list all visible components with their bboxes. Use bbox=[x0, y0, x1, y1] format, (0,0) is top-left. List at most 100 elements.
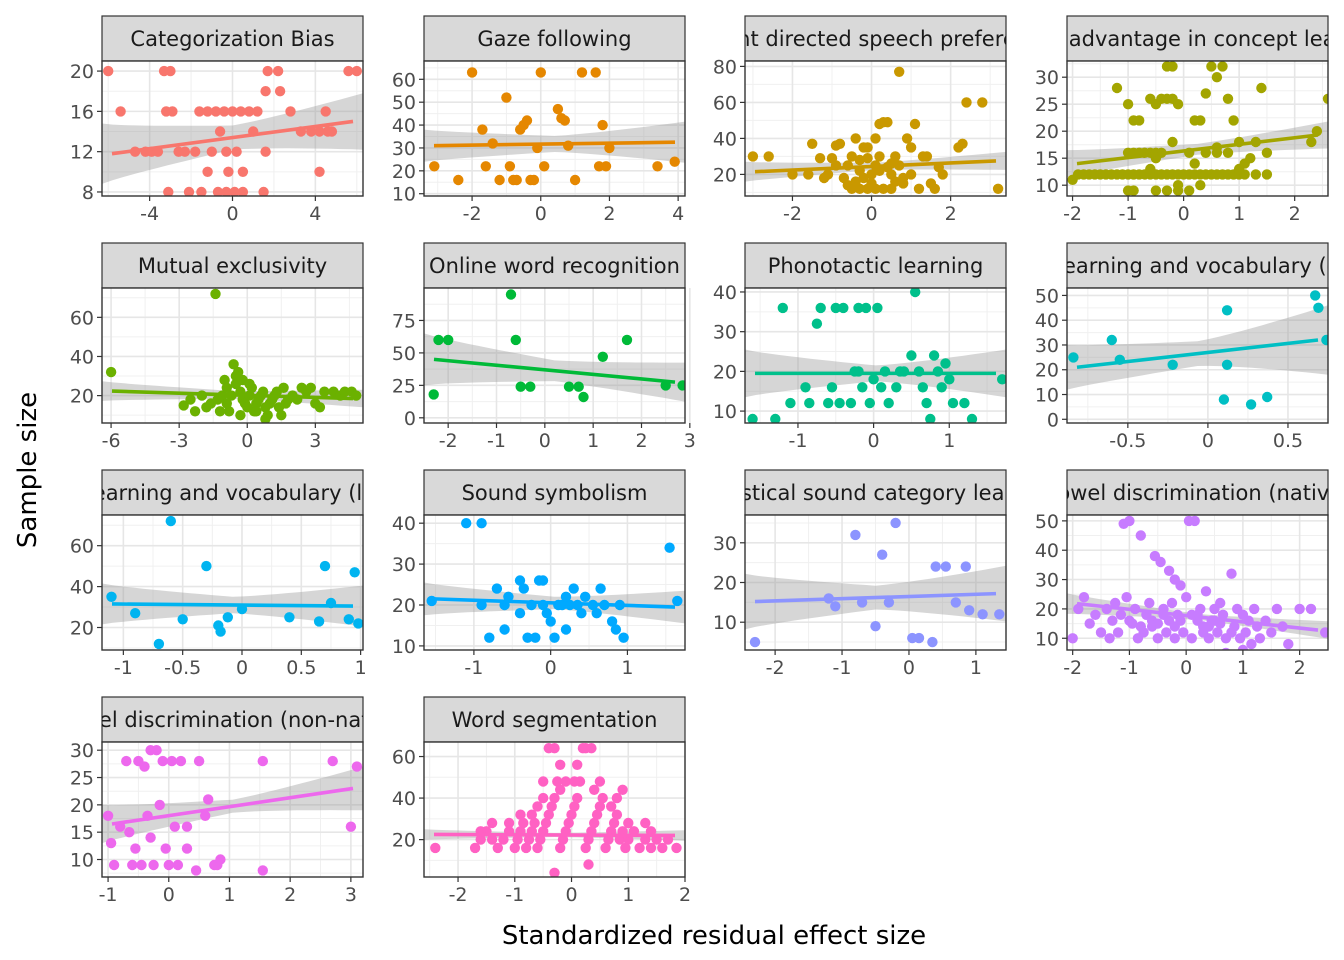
x-tick-label: 4 bbox=[672, 203, 684, 225]
facet-panel: Label advantage in concept learning -2 -1 0… bbox=[1035, 15, 1329, 225]
y-tick-label: 12 bbox=[70, 142, 94, 164]
panel-contents bbox=[745, 66, 1006, 194]
x-tick-label: 1 bbox=[1237, 657, 1249, 679]
x-tick-label: 0 bbox=[903, 657, 915, 679]
data-point bbox=[845, 397, 857, 409]
data-point bbox=[997, 374, 1006, 385]
data-point bbox=[274, 86, 286, 97]
facet-panel: Vowel discrimination (native) -2 -1 0 1 2 10 20… bbox=[1035, 469, 1329, 679]
data-point bbox=[504, 161, 516, 172]
data-point bbox=[530, 632, 541, 643]
data-point bbox=[428, 389, 439, 400]
x-tick-label: 0 bbox=[868, 430, 880, 452]
data-point bbox=[763, 151, 774, 162]
data-point bbox=[964, 605, 975, 616]
data-point bbox=[1169, 633, 1181, 644]
data-point bbox=[486, 817, 498, 829]
data-point bbox=[566, 809, 577, 820]
data-point bbox=[1226, 568, 1237, 579]
facet-panel: Infant directed speech preference -2 0 2 20 4… bbox=[713, 15, 1007, 225]
y-tick-label: 20 bbox=[1035, 360, 1059, 382]
data-point bbox=[106, 591, 117, 602]
data-point bbox=[491, 583, 503, 594]
data-point bbox=[814, 153, 826, 164]
y-tick-label: 50 bbox=[392, 343, 416, 365]
data-point bbox=[461, 518, 472, 529]
x-tick-label: -2 bbox=[1063, 657, 1082, 679]
data-point bbox=[1078, 592, 1090, 603]
data-point bbox=[1221, 647, 1231, 650]
data-point bbox=[1135, 621, 1147, 632]
facet-panel: Statistical sound category learning -2 -1 0… bbox=[713, 469, 1007, 679]
panel-background bbox=[102, 515, 363, 650]
regression-line bbox=[111, 389, 354, 401]
data-point bbox=[747, 151, 759, 162]
x-tick-label: 1 bbox=[1233, 203, 1245, 225]
data-point bbox=[1200, 88, 1212, 99]
data-point bbox=[430, 842, 441, 854]
data-point bbox=[913, 183, 925, 194]
x-tick-label: 0 bbox=[1202, 430, 1214, 452]
data-point bbox=[652, 161, 663, 172]
data-point bbox=[815, 302, 826, 314]
y-tick-label: 60 bbox=[392, 747, 416, 769]
data-point bbox=[811, 318, 823, 329]
data-point bbox=[343, 614, 354, 625]
data-point bbox=[929, 183, 940, 194]
data-point bbox=[172, 859, 184, 871]
data-point bbox=[260, 86, 271, 97]
data-point bbox=[664, 542, 675, 553]
data-point bbox=[1172, 180, 1184, 191]
data-point bbox=[1211, 72, 1223, 83]
data-point bbox=[1306, 136, 1317, 148]
x-tick-label: -1 bbox=[1120, 657, 1139, 679]
data-point bbox=[121, 755, 132, 767]
data-point bbox=[520, 842, 532, 854]
data-point bbox=[770, 413, 781, 423]
data-point bbox=[928, 350, 940, 361]
y-tick-label: 20 bbox=[70, 795, 94, 817]
data-point bbox=[537, 575, 549, 586]
data-point bbox=[326, 126, 338, 137]
data-point bbox=[552, 776, 563, 787]
data-point bbox=[178, 400, 189, 411]
data-point bbox=[549, 792, 560, 804]
data-point bbox=[785, 397, 796, 409]
data-point bbox=[890, 176, 901, 187]
y-tick-label: 20 bbox=[70, 618, 94, 640]
data-point bbox=[475, 834, 486, 845]
x-tick-label: 1 bbox=[223, 884, 235, 906]
data-point bbox=[314, 166, 325, 177]
data-point bbox=[546, 801, 557, 812]
data-point bbox=[940, 561, 951, 572]
data-point bbox=[201, 560, 212, 572]
data-point bbox=[594, 776, 606, 787]
data-point bbox=[921, 151, 933, 162]
data-point bbox=[555, 759, 566, 770]
y-tick-label: 40 bbox=[70, 346, 94, 368]
x-tick-label: -1 bbox=[505, 884, 524, 906]
data-point bbox=[600, 161, 612, 172]
data-point bbox=[223, 166, 234, 177]
data-point bbox=[257, 755, 268, 767]
regression-line bbox=[111, 786, 354, 826]
data-point bbox=[872, 302, 883, 314]
data-point bbox=[181, 843, 193, 854]
x-tick-label: -1 bbox=[99, 884, 118, 906]
data-point bbox=[1181, 592, 1192, 603]
data-point bbox=[777, 302, 788, 314]
data-point bbox=[227, 106, 238, 117]
data-point bbox=[260, 413, 271, 423]
data-point bbox=[351, 761, 363, 772]
x-tick-label: 1 bbox=[622, 884, 634, 906]
data-point bbox=[1294, 603, 1305, 615]
data-point bbox=[167, 106, 178, 117]
data-point bbox=[1222, 147, 1234, 158]
data-point bbox=[314, 402, 326, 413]
data-point bbox=[528, 174, 540, 186]
regression-line bbox=[754, 591, 997, 604]
data-point bbox=[1161, 627, 1172, 638]
y-tick-label: 40 bbox=[392, 788, 416, 810]
data-point bbox=[1115, 609, 1127, 620]
data-point bbox=[645, 842, 657, 854]
